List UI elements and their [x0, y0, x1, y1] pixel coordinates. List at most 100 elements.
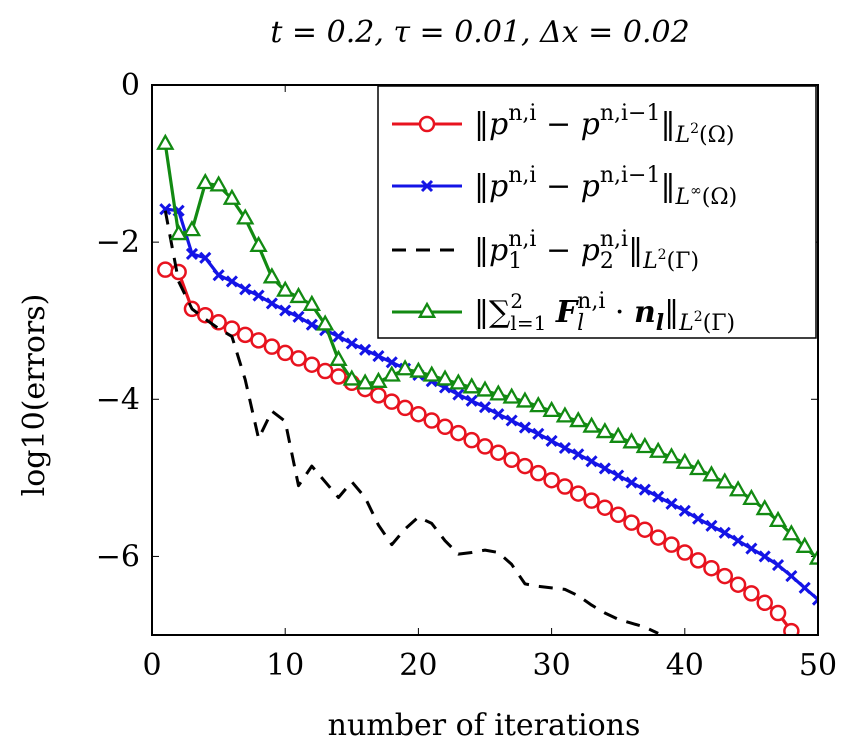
legend-entry-2: ‖pn,i − pn,i−1‖L∞(Ω) [392, 163, 737, 210]
data-point [783, 622, 800, 635]
data-point [518, 421, 532, 434]
data-point [463, 431, 480, 449]
data-point [382, 365, 401, 382]
data-point [279, 304, 292, 317]
y-tick-label: −4 [96, 382, 140, 417]
data-point [236, 326, 254, 344]
data-point [595, 421, 615, 439]
legend-marker [420, 179, 434, 193]
chart-title: t = 0.2, τ = 0.01, Δx = 0.02 [270, 15, 689, 50]
data-point [302, 294, 322, 311]
data-point [276, 344, 294, 362]
data-point [196, 172, 215, 190]
data-point [450, 424, 467, 442]
data-point [383, 393, 401, 410]
data-point [665, 497, 678, 510]
data-point [475, 380, 495, 397]
data-point [342, 369, 361, 386]
data-point [209, 175, 228, 192]
data-point [636, 521, 654, 538]
plot-area [151, 84, 819, 636]
data-point [303, 356, 321, 373]
data-point [728, 480, 748, 497]
data-point [702, 465, 721, 482]
data-point [583, 492, 600, 509]
data-point [222, 188, 242, 205]
data-point [212, 269, 225, 282]
data-point [249, 235, 268, 253]
data-point [635, 436, 655, 454]
data-point [359, 343, 372, 356]
data-point [598, 462, 611, 475]
data-point [515, 391, 535, 408]
series-4 [156, 133, 818, 565]
data-point [170, 263, 187, 281]
data-point [542, 400, 561, 418]
data-point [197, 306, 214, 324]
data-point [785, 570, 798, 583]
data-point [718, 526, 731, 539]
data-point [612, 469, 625, 482]
data-point [502, 387, 521, 404]
data-point [422, 365, 441, 382]
data-point [652, 490, 665, 503]
data-point [395, 359, 415, 376]
data-point [648, 441, 668, 458]
data-point [239, 283, 252, 296]
data-point [545, 434, 558, 447]
x-tick-label: 30 [533, 648, 571, 683]
data-point [769, 604, 787, 622]
legend-entry-1: ‖pn,i − pn,i−1‖L2(Ω) [392, 101, 734, 148]
x-tick-label: 20 [399, 648, 437, 683]
data-point [476, 438, 494, 455]
x-axis-label: number of iterations [328, 708, 641, 743]
data-point [289, 286, 308, 304]
data-point [782, 524, 801, 541]
chart-legend: ‖pn,i − pn,i−1‖L2(Ω) ‖pn,i − pn,i−1‖L∞(Ω)… [377, 85, 817, 339]
data-point [490, 444, 507, 461]
data-point [729, 576, 747, 593]
plot-frame [151, 84, 819, 636]
data-point [225, 275, 238, 288]
data-point [569, 485, 587, 502]
data-point [292, 310, 305, 323]
data-point [532, 427, 545, 440]
x-tick-label: 0 [142, 648, 161, 683]
legend-entry-4: ‖∑2 l=1 Fn,i l · nl‖L2(Γ) [392, 289, 735, 336]
data-point [159, 203, 172, 216]
data-point [182, 220, 202, 237]
legend-label: ‖pn,i − pn,i−1‖L∞(Ω) [474, 163, 737, 210]
data-point [478, 401, 492, 414]
data-point [530, 464, 547, 482]
data-point [755, 498, 774, 516]
data-point [465, 394, 478, 407]
y-axis-ticks: 0 −2 −4 −6 [96, 68, 140, 574]
data-point [625, 476, 638, 489]
data-point [811, 593, 818, 606]
data-point [543, 471, 560, 489]
data-point [558, 441, 571, 455]
data-point [462, 377, 481, 394]
data-point [692, 512, 705, 525]
data-point [689, 552, 707, 569]
legend-box [377, 85, 817, 339]
data-point [396, 399, 414, 417]
data-point [503, 451, 520, 469]
data-point [436, 418, 454, 436]
data-point [676, 544, 694, 561]
series-3 [163, 210, 659, 635]
data-point [678, 504, 691, 517]
data-point [756, 594, 773, 612]
y-axis-label: log10(errors) [17, 294, 52, 497]
data-point [332, 330, 345, 343]
data-point [705, 519, 718, 532]
data-point [435, 369, 455, 386]
data-point [768, 510, 788, 528]
data-point [423, 412, 440, 429]
data-point [276, 280, 295, 297]
legend-marker [417, 301, 437, 318]
data-point [315, 314, 335, 331]
data-point [372, 350, 385, 363]
data-point [305, 318, 318, 331]
data-point [662, 447, 681, 464]
